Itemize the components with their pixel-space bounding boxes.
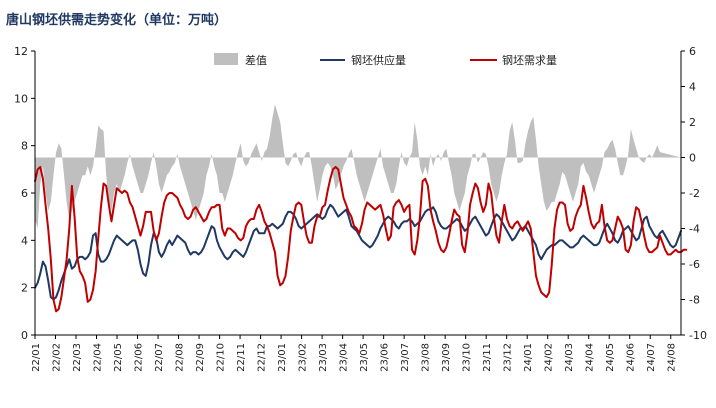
- right-tick-label: 0: [689, 152, 696, 165]
- right-tick-label: -2: [689, 187, 700, 200]
- x-tick-label: 23/06: [380, 343, 391, 372]
- x-tick-label: 23/07: [400, 343, 411, 372]
- x-tick-label: 22/10: [216, 343, 227, 372]
- x-tick-label: 24/07: [646, 343, 657, 372]
- left-tick-label: 2: [21, 282, 28, 295]
- x-tick-label: 22/06: [134, 343, 145, 372]
- right-tick-label: -6: [689, 258, 700, 271]
- supply-line: [34, 203, 682, 301]
- x-tick-label: 24/01: [523, 343, 534, 372]
- right-tick-label: -10: [689, 329, 707, 342]
- difference-area-layer: [35, 104, 681, 229]
- difference-area: [35, 104, 681, 229]
- x-tick-label: 22/04: [93, 343, 104, 372]
- left-tick-label: 6: [21, 187, 28, 200]
- x-tick-label: 24/05: [605, 343, 616, 372]
- legend-label-demand: 钢坯需求量: [502, 54, 557, 67]
- legend-swatch-difference: [214, 53, 238, 65]
- x-tick-label: 23/03: [318, 343, 329, 372]
- left-tick-label: 10: [14, 92, 28, 105]
- x-tick-label: 23/12: [503, 343, 514, 372]
- x-tick-label: 23/08: [421, 343, 432, 372]
- x-tick-label: 23/02: [298, 343, 309, 372]
- x-tick-label: 22/12: [257, 343, 268, 372]
- right-tick-label: -4: [689, 223, 700, 236]
- legend-label-difference: 差值: [245, 53, 267, 67]
- right-tick-label: 6: [689, 45, 696, 58]
- x-tick-label: 24/06: [626, 343, 637, 372]
- x-tick-label: 22/01: [31, 343, 42, 372]
- x-tick-label: 23/09: [441, 343, 452, 372]
- x-tick-label: 24/04: [585, 343, 596, 372]
- x-tick-label: 23/01: [277, 343, 288, 372]
- x-tick-label: 24/02: [544, 343, 555, 372]
- x-tick-label: 24/08: [667, 343, 678, 372]
- legend: 差值 钢坯供应量 钢坯需求量: [214, 53, 557, 67]
- x-tick-label: 23/10: [462, 343, 473, 372]
- x-tick-label: 24/03: [564, 343, 575, 372]
- x-tick-label: 23/11: [482, 343, 493, 372]
- left-tick-label: 0: [21, 329, 28, 342]
- x-tick-label: 23/04: [339, 343, 350, 372]
- right-tick-label: 2: [689, 116, 696, 129]
- chart-title: 唐山钢坯供需走势变化（单位：万吨）: [6, 13, 228, 28]
- x-tick-label: 22/05: [113, 343, 124, 372]
- axes: 0 2 4 6 8 10 12 -10 -8 -6 -4 -2 0 2 4 6 22/01 22/02 22/03 2…: [14, 45, 707, 372]
- demand-line: [34, 165, 688, 313]
- supply-line-layer: [34, 203, 682, 301]
- right-tick-label: -8: [689, 294, 700, 307]
- legend-label-supply: 钢坯供应量: [351, 53, 406, 67]
- left-tick-label: 4: [21, 234, 28, 247]
- x-tick-label: 22/09: [195, 343, 206, 372]
- x-tick-label: 22/08: [175, 343, 186, 372]
- demand-line-layer: [34, 165, 688, 313]
- x-tick-label: 22/02: [52, 343, 63, 372]
- x-tick-label: 22/07: [154, 343, 165, 372]
- right-tick-label: 4: [689, 81, 696, 94]
- x-tick-label: 22/03: [72, 343, 83, 372]
- x-tick-label: 23/05: [359, 343, 370, 372]
- left-tick-label: 12: [14, 45, 28, 58]
- left-tick-label: 8: [21, 140, 28, 153]
- x-tick-label: 22/11: [236, 343, 247, 372]
